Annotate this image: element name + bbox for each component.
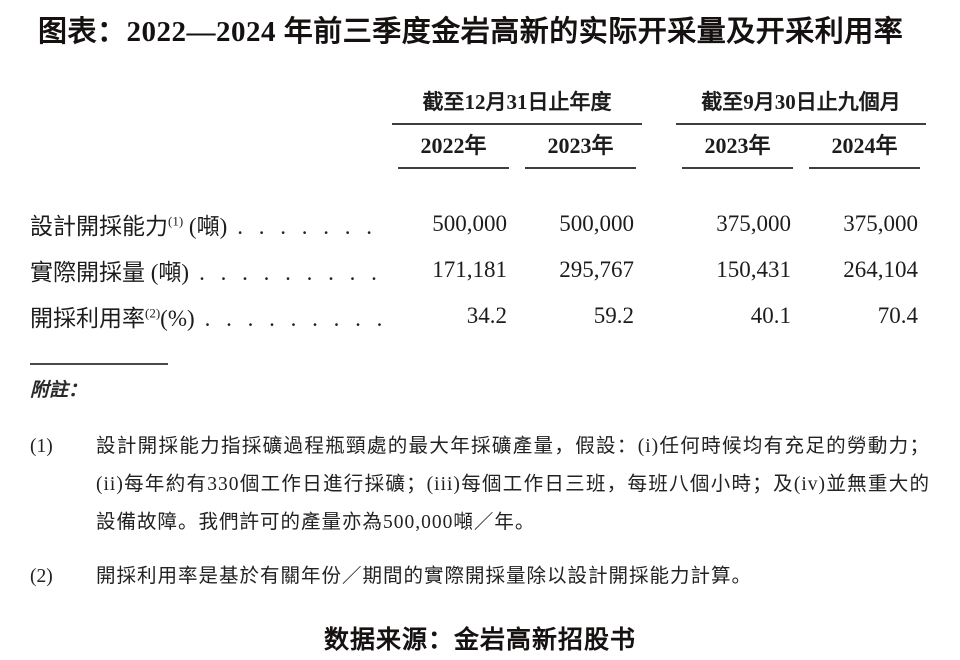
col-group-year-ended-label: 截至12月31日止年度 (392, 86, 642, 125)
data-source-line: 数据来源：金岩高新招股书 (323, 626, 636, 654)
footnote-2: (2) 開採利用率是基於有關年份／期間的實際開採量除以設計開採能力計算。 (30, 558, 930, 596)
row-label-design-capacity: 設計開採能力(1) (噸) . . . . . . . (30, 169, 390, 247)
mining-capacity-table: 截至12月31日止年度 截至9月30日止九個月 2022年 2023年 2023… (30, 86, 928, 339)
table-row-actual-volume: 實際開採量 (噸) . . . . . . . . . . . . 171,181… (30, 247, 928, 293)
footnote-ref-2: (2) (145, 305, 161, 321)
footnote-2-text: 開採利用率是基於有關年份／期間的實際開採量除以設計開採能力計算。 (96, 565, 753, 587)
row-unit: (噸) (145, 259, 190, 285)
cell-value: 171,181 (432, 256, 507, 282)
row-label-actual-volume: 實際開採量 (噸) . . . . . . . . . . . . (30, 247, 390, 293)
cell-value: 59.2 (593, 302, 634, 328)
cell-value: 375,000 (716, 210, 791, 236)
col-group-nine-months: 截至9月30日止九個月 (674, 86, 928, 125)
document-page: 图表：2022—2024 年前三季度金岩高新的实际开采量及开采利用率 截至12月… (0, 14, 960, 660)
col-header-2024-9m: 2024年 (801, 125, 928, 169)
row-label-text: 實際開採量 (30, 259, 145, 285)
row-label-text: 設計開採能力 (30, 213, 168, 239)
empty-cell (30, 125, 390, 169)
gap-cell (644, 293, 674, 339)
col-header-2023-9m: 2023年 (674, 125, 801, 169)
footnote-divider (30, 362, 168, 365)
footnote-1-number: (1) (30, 435, 53, 457)
table-row-utilisation-rate: 開採利用率(2)(%) . . . . . . . . . . 34.2 59.2… (30, 293, 928, 339)
dot-leader: . . . . . . . . . . (204, 305, 390, 331)
col-group-year-ended: 截至12月31日止年度 (390, 86, 644, 125)
row-label-utilisation-rate: 開採利用率(2)(%) . . . . . . . . . . (30, 293, 390, 339)
gap-cell (644, 169, 674, 247)
row-unit: (%) (160, 305, 195, 331)
cell-value: 500,000 (432, 210, 507, 236)
footnote-ref-1: (1) (168, 213, 184, 229)
footnote-1-text: 設計開採能力指採礦過程瓶頸處的最大年採礦產量，假設：(i)任何時候均有充足的勞動… (96, 435, 931, 533)
cell-value: 264,104 (843, 256, 918, 282)
cell-value: 34.2 (466, 302, 507, 328)
gap-cell (644, 125, 674, 169)
footnote-1: (1) 設計開採能力指採礦過程瓶頸處的最大年採礦產量，假設：(i)任何時候均有充… (30, 428, 930, 542)
gap-cell (644, 86, 674, 125)
footnotes-heading: 附註： (30, 379, 88, 401)
footnote-2-number: (2) (30, 565, 53, 587)
col-group-nine-months-label: 截至9月30日止九個月 (676, 86, 926, 125)
table-row-design-capacity: 設計開採能力(1) (噸) . . . . . . . 500,000 500,0… (30, 169, 928, 247)
cell-value: 40.1 (750, 302, 791, 328)
empty-cell (30, 86, 390, 125)
col-header-2023-annual: 2023年 (517, 125, 644, 169)
table-group-header-row: 截至12月31日止年度 截至9月30日止九個月 (30, 86, 928, 125)
cell-value: 295,767 (559, 256, 634, 282)
page-title: 图表：2022—2024 年前三季度金岩高新的实际开采量及开采利用率 (38, 16, 904, 48)
dot-leader: . . . . . . . . . . . . (199, 259, 390, 285)
gap-cell (644, 247, 674, 293)
cell-value: 375,000 (843, 210, 918, 236)
cell-value: 500,000 (559, 210, 634, 236)
row-label-text: 開採利用率 (30, 305, 145, 331)
row-unit: (噸) (183, 213, 228, 239)
dot-leader: . . . . . . . (237, 213, 377, 239)
table-year-header-row: 2022年 2023年 2023年 2024年 (30, 125, 928, 169)
col-header-2022: 2022年 (390, 125, 517, 169)
cell-value: 150,431 (716, 256, 791, 282)
cell-value: 70.4 (877, 302, 918, 328)
